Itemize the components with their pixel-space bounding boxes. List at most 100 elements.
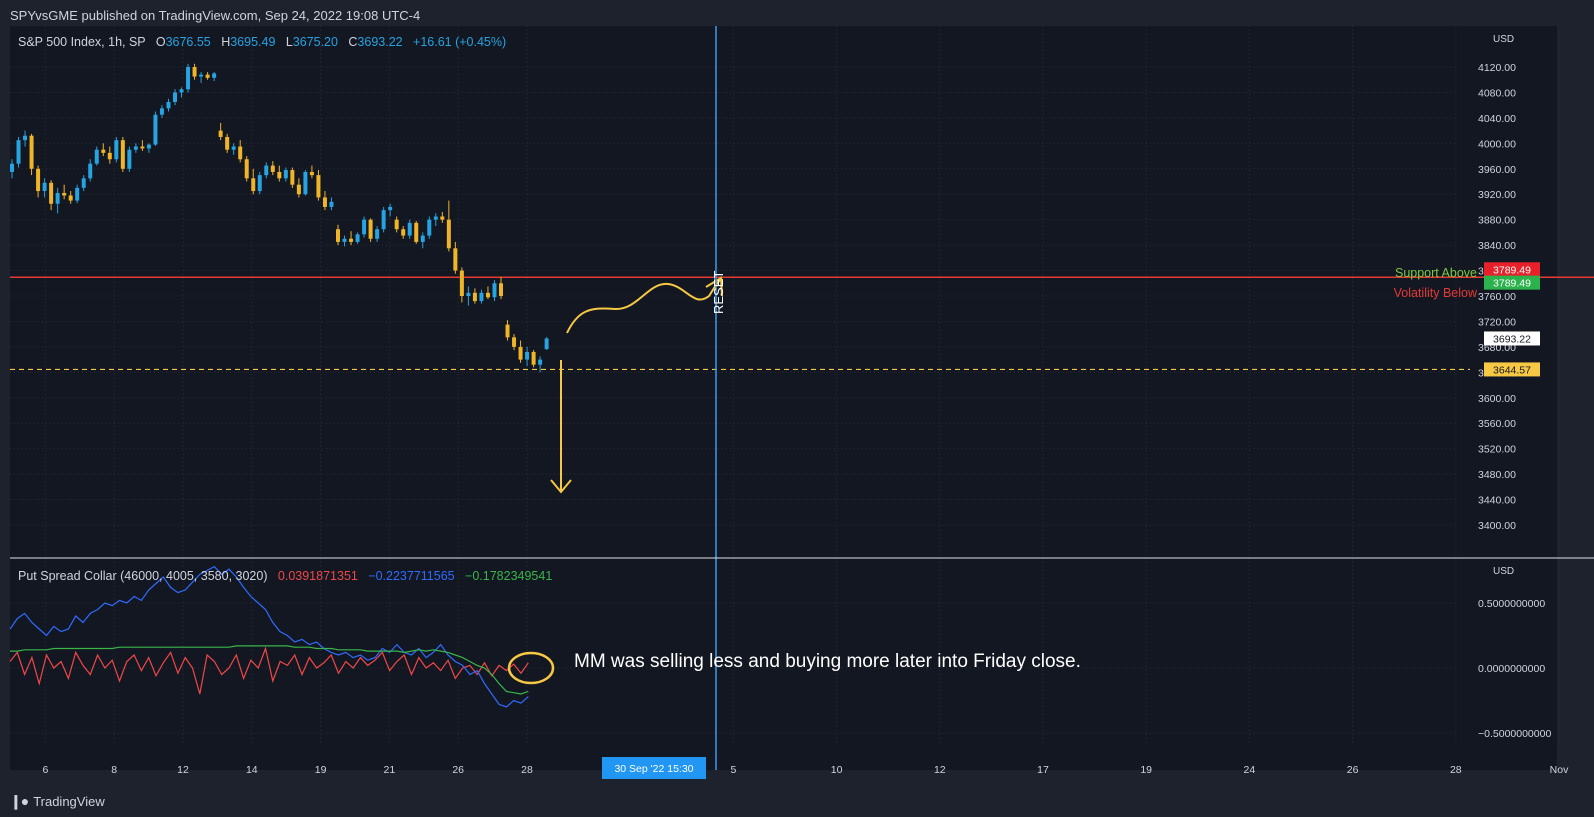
candle-body (309, 171, 314, 176)
candle-body (166, 101, 171, 109)
price-badge-label: 3693.22 (1493, 333, 1531, 345)
price-tick-label: 3720.00 (1478, 316, 1516, 328)
indicator-value-red: 0.0391871351 (277, 569, 358, 583)
candle-body (101, 149, 106, 153)
tradingview-logo-icon: ❙● (10, 793, 29, 809)
candle-body (407, 222, 412, 236)
price-tick-label: 3840.00 (1478, 240, 1516, 252)
candle-body (49, 182, 54, 204)
time-tick-label: 10 (831, 764, 843, 776)
low-value: 3675.20 (292, 35, 338, 49)
candle-body (81, 178, 86, 188)
candle-body (10, 163, 14, 172)
time-tick-label: 26 (1347, 764, 1359, 776)
candle-body (186, 67, 191, 90)
time-tick-label: 26 (452, 764, 464, 776)
candle-body (127, 149, 132, 169)
candle-body (251, 178, 256, 192)
candle-body (153, 114, 158, 145)
candle-body (368, 219, 373, 239)
price-tick-label: 3960.00 (1478, 164, 1516, 176)
candle-body (355, 234, 360, 242)
indicator-series-blue (9, 565, 529, 708)
chart-canvas[interactable]: 3400.00 3440.00 3480.00 3520.00 3560.00 3600.… (0, 0, 1594, 783)
time-tick-label: 19 (315, 764, 327, 776)
candle-body (388, 206, 393, 211)
indicator-currency-label: USD (1493, 566, 1515, 577)
candle-body (192, 67, 197, 77)
time-tick-label: 6 (42, 764, 48, 776)
candle-body (472, 292, 477, 302)
candle-body (55, 192, 60, 204)
indicator-title: Put Spread Collar (46000, 4005, 3580, 30… (18, 569, 268, 583)
candle-body (322, 197, 327, 207)
cursor-time-label: 30 Sep '22 15:30 (614, 763, 693, 775)
price-tick-label: 3880.00 (1478, 215, 1516, 227)
candle-body (199, 74, 204, 77)
candle-body (375, 229, 380, 239)
price-badge-volatility (1484, 275, 1540, 290)
price-axis-background (1457, 26, 1557, 770)
volatility-below-label: Volatility Below (1394, 286, 1478, 300)
candle-body (499, 283, 503, 296)
price-tick-label: 4080.00 (1478, 87, 1516, 99)
candle-body (518, 346, 523, 360)
axis-labels: 3400.00 3440.00 3480.00 3520.00 3560.00 3600.… (42, 62, 1569, 779)
candle-body (264, 165, 269, 176)
candle-body (414, 222, 419, 242)
price-levels (10, 276, 1594, 371)
candles (10, 63, 549, 373)
candle-body (42, 182, 47, 192)
candle-body (212, 73, 217, 78)
candle-body (466, 292, 471, 296)
candle-body (114, 140, 119, 160)
price-badge-label: 3644.57 (1493, 364, 1531, 376)
candle-body (68, 195, 73, 201)
time-tick-label: 12 (177, 764, 189, 776)
candle-body (16, 140, 21, 164)
indicator-series-green (10, 645, 529, 695)
brand-label: TradingView (33, 794, 105, 809)
price-tick-label: 3480.00 (1478, 469, 1516, 481)
candle-body (107, 152, 112, 160)
time-tick-label: 14 (246, 764, 258, 776)
time-tick-label: 21 (384, 764, 396, 776)
price-tick-label: 3920.00 (1478, 189, 1516, 201)
candle-body (140, 146, 145, 149)
candle-body (349, 238, 354, 242)
reset-label: RESET (711, 271, 726, 314)
candle-body (544, 338, 549, 350)
cursor-time-badge (602, 757, 706, 779)
price-tick-label: 4000.00 (1478, 138, 1516, 150)
indicator-lines (9, 565, 529, 708)
price-tick-label: 4120.00 (1478, 62, 1516, 74)
candle-body (401, 229, 406, 236)
candle-body (381, 210, 386, 230)
down-arrow-head (550, 479, 572, 494)
candle-body (159, 108, 164, 115)
reset-arrow-head (705, 276, 723, 297)
indicator-tick-label: 0.5000000000 (1478, 598, 1545, 610)
annotations (507, 276, 723, 685)
candle-body (283, 170, 288, 179)
time-tick-label: 19 (1140, 764, 1152, 776)
candle-body (133, 146, 138, 150)
open-label: O (155, 35, 166, 49)
indicator-tick-label: 0.0000000000 (1478, 663, 1545, 675)
candle-body (238, 146, 243, 160)
symbol-label: S&P 500 Index, 1h, SP (18, 35, 146, 49)
candle-body (492, 283, 497, 298)
candle-body (427, 219, 432, 236)
annotation-note: MM was selling less and buying more late… (574, 651, 1081, 672)
tradingview-brand[interactable]: ❙● TradingView (10, 793, 105, 810)
main-currency-label: USD (1493, 34, 1515, 45)
indicator-value-green: −0.1782349541 (465, 569, 553, 583)
candle-body (36, 168, 41, 192)
candle-body (479, 292, 484, 302)
candle-body (538, 359, 543, 365)
candle-body (179, 89, 184, 93)
candle-body (453, 248, 458, 271)
candle-body (394, 219, 399, 230)
indicator-legend: Put Spread Collar (46000, 4005, 3580, 30… (18, 569, 552, 583)
price-tick-label: 4040.00 (1478, 113, 1516, 125)
